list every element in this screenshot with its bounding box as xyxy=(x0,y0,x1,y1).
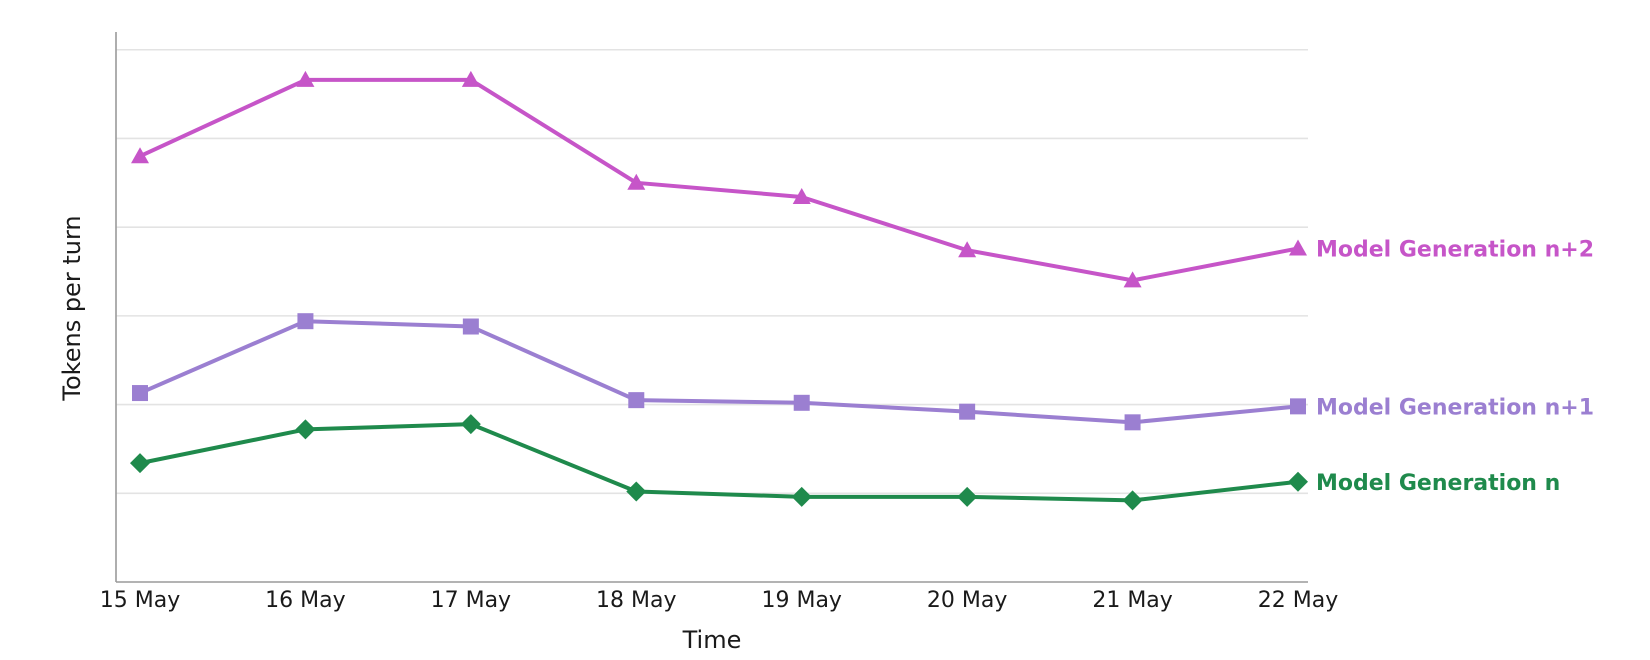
data-point-marker xyxy=(295,419,316,440)
x-tick-label: 21 May xyxy=(1092,588,1172,613)
data-point-marker xyxy=(793,394,810,411)
data-point-marker xyxy=(1288,471,1308,492)
series-line xyxy=(138,77,1300,283)
data-point-marker xyxy=(130,453,150,474)
data-point-marker xyxy=(296,70,315,87)
series-0 xyxy=(131,70,1307,288)
series-line xyxy=(138,319,1300,425)
data-point-marker xyxy=(1290,398,1306,415)
series-label: Model Generation n+1 xyxy=(1316,395,1594,420)
data-point-marker xyxy=(626,481,647,502)
x-tick-label: 19 May xyxy=(761,588,841,613)
data-point-marker xyxy=(627,173,646,190)
data-point-marker xyxy=(959,403,976,420)
x-tick-label: 20 May xyxy=(927,588,1007,613)
data-point-marker xyxy=(1122,490,1143,511)
x-tick-label: 15 May xyxy=(100,588,180,613)
grid xyxy=(116,48,1308,495)
data-point-marker xyxy=(628,392,645,409)
series xyxy=(130,70,1308,511)
series-2 xyxy=(130,414,1308,511)
data-point-marker xyxy=(958,241,977,258)
x-axis-title: Time xyxy=(682,626,742,654)
x-tick-label: 18 May xyxy=(596,588,676,613)
data-point-marker xyxy=(791,486,812,507)
data-point-marker xyxy=(297,313,314,330)
series-line xyxy=(138,422,1300,503)
data-point-marker xyxy=(460,414,481,435)
y-axis-title: Tokens per turn xyxy=(58,215,86,401)
series-label: Model Generation n+2 xyxy=(1316,237,1594,262)
data-point-marker xyxy=(1123,271,1142,288)
x-tick-label: 16 May xyxy=(265,588,345,613)
x-tick-labels: 15 May 16 May 17 May 18 May 19 May 20 May 21 M… xyxy=(100,588,1338,613)
data-point-marker xyxy=(1289,239,1307,256)
series-1 xyxy=(132,313,1306,431)
x-tick-label: 22 May xyxy=(1258,588,1338,613)
series-labels: Model Generation n+2 Model Generation n+1… xyxy=(1316,237,1594,495)
data-point-marker xyxy=(132,385,148,402)
data-point-marker xyxy=(461,70,480,87)
data-point-marker xyxy=(131,147,149,164)
data-point-marker xyxy=(792,188,811,204)
axes xyxy=(115,32,1308,583)
data-point-marker xyxy=(957,486,978,507)
x-tick-label: 17 May xyxy=(431,588,511,613)
data-point-marker xyxy=(462,318,479,335)
series-label: Model Generation n xyxy=(1316,471,1560,496)
data-point-marker xyxy=(1124,414,1141,431)
